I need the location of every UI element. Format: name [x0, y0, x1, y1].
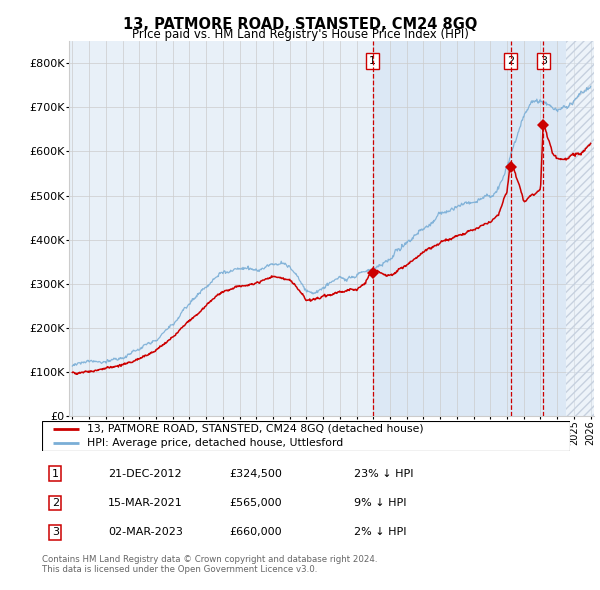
Bar: [566, 41, 594, 416]
Text: 21-DEC-2012: 21-DEC-2012: [108, 468, 182, 478]
Bar: [373, 41, 566, 416]
Text: 13, PATMORE ROAD, STANSTED, CM24 8GQ (detached house): 13, PATMORE ROAD, STANSTED, CM24 8GQ (de…: [87, 424, 424, 434]
Text: 13, PATMORE ROAD, STANSTED, CM24 8GQ: 13, PATMORE ROAD, STANSTED, CM24 8GQ: [123, 17, 477, 31]
Text: £324,500: £324,500: [229, 468, 283, 478]
Text: 23% ↓ HPI: 23% ↓ HPI: [353, 468, 413, 478]
Bar: [566, 41, 594, 416]
Bar: [566, 41, 594, 416]
Text: 3: 3: [52, 527, 59, 537]
Text: 2: 2: [52, 498, 59, 508]
Text: 2: 2: [507, 56, 514, 66]
Text: £660,000: £660,000: [229, 527, 282, 537]
Text: 1: 1: [369, 56, 376, 66]
Text: 3: 3: [540, 56, 547, 66]
Text: Contains HM Land Registry data © Crown copyright and database right 2024.: Contains HM Land Registry data © Crown c…: [42, 555, 377, 563]
Text: 15-MAR-2021: 15-MAR-2021: [108, 498, 183, 508]
Text: £565,000: £565,000: [229, 498, 282, 508]
Text: Price paid vs. HM Land Registry's House Price Index (HPI): Price paid vs. HM Land Registry's House …: [131, 28, 469, 41]
Text: This data is licensed under the Open Government Licence v3.0.: This data is licensed under the Open Gov…: [42, 565, 317, 574]
Text: HPI: Average price, detached house, Uttlesford: HPI: Average price, detached house, Uttl…: [87, 438, 343, 448]
Text: 02-MAR-2023: 02-MAR-2023: [108, 527, 183, 537]
Text: 2% ↓ HPI: 2% ↓ HPI: [353, 527, 406, 537]
Text: 1: 1: [52, 468, 59, 478]
Text: 9% ↓ HPI: 9% ↓ HPI: [353, 498, 406, 508]
